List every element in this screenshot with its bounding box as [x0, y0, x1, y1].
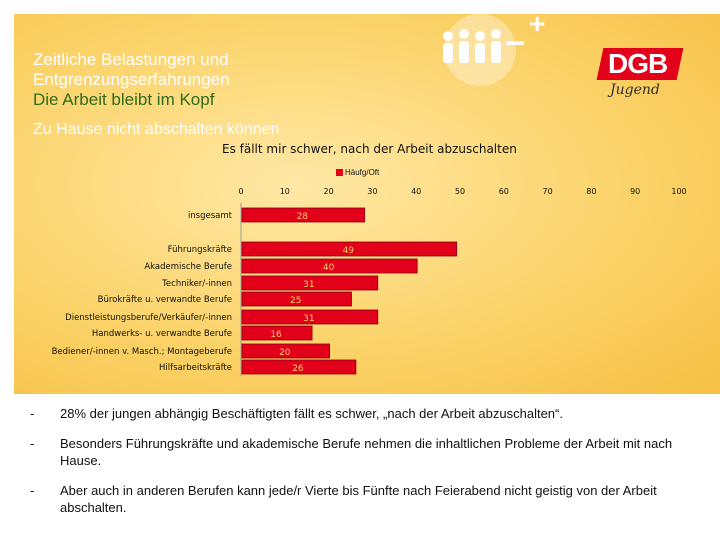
bullet-item: - Besonders Führungskräfte und akademisc…: [30, 435, 700, 469]
bar: [241, 359, 357, 375]
x-tick-label: 100: [671, 187, 686, 196]
category-label: Bürokräfte u. verwandte Berufe: [98, 295, 232, 305]
logo-area: [420, 10, 720, 110]
bar: [241, 343, 330, 359]
x-tick-label: 50: [455, 187, 465, 196]
title-line-1: Zeitliche Belastungen und: [33, 50, 229, 69]
category-label: Akademische Berufe: [144, 262, 232, 272]
bar: [241, 309, 379, 325]
title-line-2: Entgrenzungserfahrungen: [33, 70, 230, 89]
category-label: Bediener/-innen v. Masch.; Montageberufe: [52, 347, 232, 357]
bullet-dash: -: [30, 406, 35, 421]
bullet-dash: -: [30, 483, 35, 498]
data-label: 28: [297, 212, 309, 222]
category-label: Dienstleistungsberufe/Verkäufer/-innen: [65, 313, 232, 323]
data-label: 25: [290, 296, 301, 306]
category-label: Handwerks- u. verwandte Berufe: [92, 329, 232, 339]
data-label: 31: [303, 280, 314, 290]
minus-symbol: –: [505, 20, 526, 61]
data-label: 16: [270, 330, 282, 340]
bar: [241, 275, 379, 291]
x-tick-label: 30: [367, 187, 377, 196]
data-label: 31: [303, 314, 314, 324]
data-label: 20: [279, 348, 291, 358]
x-tick-label: 20: [324, 187, 334, 196]
category-label: insgesamt: [188, 211, 233, 221]
bar: [241, 291, 352, 307]
title-line-3: Die Arbeit bleibt im Kopf: [33, 90, 215, 109]
category-label: Techniker/-innen: [161, 279, 232, 289]
legend-swatch: [336, 169, 343, 176]
bar: [241, 207, 366, 223]
x-tick-label: 80: [586, 187, 596, 196]
legend-label: Häufg/Oft: [345, 168, 380, 177]
bar: [241, 241, 458, 257]
data-label: 49: [343, 246, 355, 256]
plus-symbol: +: [529, 8, 546, 39]
dgb-logo-text: DGB: [608, 48, 668, 79]
x-tick-label: 70: [543, 187, 553, 196]
chart-title: Es fällt mir schwer, nach der Arbeit abz…: [222, 142, 517, 156]
chart-legend: Häufg/Oft: [336, 168, 379, 177]
category-label: Hilfsarbeitskräfte: [159, 363, 232, 373]
page-title: Zeitliche Belastungen und Entgrenzungser…: [33, 50, 433, 110]
bullet-text: Aber auch in anderen Berufen kann jede/r…: [60, 483, 657, 515]
bar: [241, 325, 313, 341]
data-label: 40: [323, 263, 335, 273]
bullet-item: - Aber auch in anderen Berufen kann jede…: [30, 482, 700, 516]
bullet-dash: -: [30, 436, 35, 451]
bar: [241, 258, 418, 274]
people-icon: [443, 14, 516, 86]
bullet-text: 28% der jungen abhängig Beschäftigten fä…: [60, 406, 563, 421]
bullet-list: - 28% der jungen abhängig Beschäftigten …: [30, 405, 700, 529]
x-tick-label: 90: [630, 187, 640, 196]
bullet-item: - 28% der jungen abhängig Beschäftigten …: [30, 405, 700, 422]
x-tick-label: 0: [238, 187, 243, 196]
category-label: Führungskräfte: [168, 245, 232, 255]
page-subtitle: Zu Hause nicht abschalten können: [33, 121, 280, 138]
bar-chart: 0 10 20 30 40 50 60 70 80 90 100 insgesamt 28 Führung…: [52, 187, 687, 376]
jugend-logo-text: Jugend: [610, 82, 660, 98]
x-tick-label: 60: [499, 187, 509, 196]
x-tick-label: 40: [411, 187, 421, 196]
bullet-text: Besonders Führungskräfte und akademische…: [60, 436, 673, 468]
data-label: 26: [292, 364, 304, 374]
x-tick-label: 10: [280, 187, 290, 196]
